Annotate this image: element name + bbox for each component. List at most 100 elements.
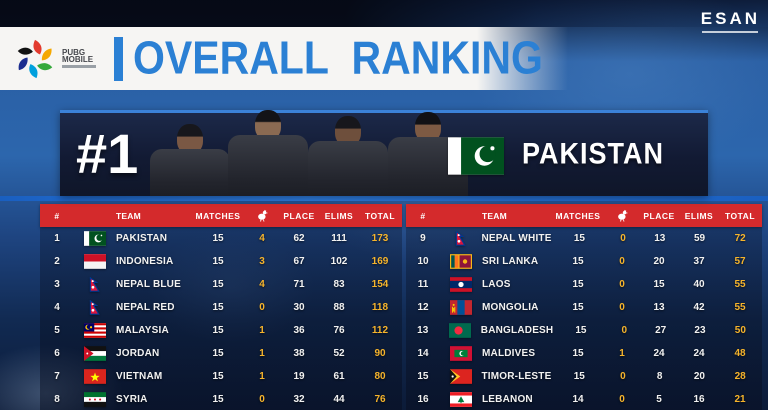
standings-row: 2 INDONESIA 15 3 67 102 169	[40, 250, 402, 273]
standings-row: 10 SRI LANKA 15 0 20 37 57	[406, 250, 762, 273]
elims-cell: 40	[693, 279, 705, 290]
total-cell: 28	[734, 371, 746, 382]
rank-cell: 3	[54, 279, 60, 290]
elims-cell: 102	[330, 256, 348, 267]
indonesia-flag-icon	[84, 254, 106, 269]
elims-cell: 16	[693, 394, 705, 405]
team-name: LAOS	[482, 279, 511, 290]
total-cell: 173	[371, 233, 389, 244]
team-name: MONGOLIA	[482, 302, 539, 313]
matches-cell: 15	[212, 233, 224, 244]
winner-team-name: PAKISTAN	[522, 137, 664, 171]
player-photo	[228, 110, 308, 196]
standings-row: 6 JORDAN 15 1 38 52 90	[40, 342, 402, 365]
standings-row: 9 NEPAL WHITE 15 0 13 59 72	[406, 227, 762, 250]
standings-row: 8 SYRIA 15 0 32 44 76	[40, 388, 402, 410]
elims-cell: 59	[693, 233, 706, 244]
esan-tagline-line	[702, 31, 759, 33]
matches-cell: 15	[573, 371, 585, 382]
card-underline-band	[0, 196, 768, 201]
total-cell: 76	[374, 394, 386, 405]
matches-cell: 15	[212, 256, 224, 267]
rank-cell: 5	[54, 325, 60, 336]
pinwheel-logo-icon	[17, 39, 53, 78]
elims-cell: 20	[693, 371, 705, 382]
wwcd-cell: 0	[619, 279, 625, 290]
wwcd-cell: 0	[620, 371, 626, 382]
team-name: PAKISTAN	[116, 233, 168, 244]
total-cell: 21	[734, 394, 746, 405]
col-matches: MATCHES	[555, 210, 601, 221]
place-cell: 67	[293, 256, 305, 267]
winner-card: #1 PAKISTAN	[60, 110, 708, 196]
place-cell: 30	[293, 302, 305, 313]
chicken-dinner-icon	[617, 209, 628, 222]
rank-cell: 6	[54, 348, 60, 359]
standings-table-right: # TEAM MATCHES PLACE ELIMS TOTAL 9 NEPAL…	[406, 204, 762, 410]
rank-cell: 4	[54, 302, 60, 313]
rank-cell: 14	[417, 348, 429, 359]
place-cell: 8	[656, 371, 663, 382]
col-elims: ELIMS	[324, 210, 354, 221]
maldives-flag-icon	[450, 346, 472, 361]
team-name: VIETNAM	[116, 371, 163, 382]
matches-cell: 15	[212, 394, 224, 405]
malaysia-flag-icon	[84, 323, 106, 338]
elims-cell: 42	[693, 302, 705, 313]
standings-row: 5 MALAYSIA 15 1 36 76 112	[40, 319, 402, 342]
winner-rank: #1	[76, 122, 139, 185]
col-matches: MATCHES	[195, 210, 241, 221]
place-cell: 71	[293, 279, 305, 290]
rank-cell: 13	[417, 325, 429, 336]
wwcd-cell: 4	[259, 279, 265, 290]
top-shade	[0, 0, 768, 27]
place-cell: 36	[293, 325, 305, 336]
col-total: TOTAL	[364, 210, 396, 221]
standings-row: 15 TIMOR-LESTE 15 0 8 20 28	[406, 365, 762, 388]
wwcd-cell: 0	[619, 302, 625, 313]
wwcd-cell: 0	[259, 302, 265, 313]
elims-cell: 76	[333, 325, 345, 336]
nepal-flag-icon	[84, 277, 106, 292]
col-place: PLACE	[283, 210, 315, 221]
team-name: MALDIVES	[482, 348, 536, 359]
title-separator-bar	[114, 36, 123, 81]
wwcd-cell: 1	[259, 371, 265, 382]
matches-cell: 15	[212, 348, 224, 359]
standings-row: 7 VIETNAM 15 1 19 61 80	[40, 365, 402, 388]
chicken-dinner-icon	[257, 209, 268, 222]
logo-subtitle-line	[62, 65, 96, 68]
nepal-flag-icon	[450, 231, 472, 246]
elims-cell: 44	[333, 394, 345, 405]
total-cell: 50	[734, 325, 746, 336]
total-cell: 112	[371, 325, 389, 336]
matches-cell: 15	[572, 279, 584, 290]
rank-cell: 1	[54, 233, 60, 244]
team-name: TIMOR-LESTE	[481, 371, 552, 382]
total-cell: 118	[371, 302, 389, 313]
place-cell: 20	[653, 256, 665, 267]
total-cell: 55	[734, 279, 746, 290]
rank-cell: 15	[417, 371, 429, 382]
standings-row: 3 NEPAL BLUE 15 4 71 83 154	[40, 273, 402, 296]
pubg-mobile-logo-text: PUBG MOBILE	[62, 49, 102, 68]
standings-row: 16 LEBANON 14 0 5 16 21	[406, 388, 762, 410]
laos-flag-icon	[450, 277, 472, 292]
pakistan-flag-icon	[84, 231, 106, 246]
place-cell: 62	[293, 233, 305, 244]
table-body-left: 1 PAKISTAN 15 4 62 111 173 2 INDONESIA 1…	[40, 227, 402, 410]
matches-cell: 15	[212, 325, 224, 336]
rank-cell: 9	[420, 233, 426, 244]
srilanka-flag-icon	[450, 254, 472, 269]
wwcd-cell: 0	[259, 394, 265, 405]
rank-cell: 10	[417, 256, 429, 267]
total-cell: 90	[374, 348, 386, 359]
total-cell: 72	[734, 233, 746, 244]
team-name: NEPAL WHITE	[481, 233, 552, 244]
syria-flag-icon	[84, 392, 106, 407]
matches-cell: 15	[572, 302, 584, 313]
matches-cell: 15	[572, 348, 584, 359]
matches-cell: 14	[572, 394, 584, 405]
team-name: BANGLADESH	[480, 325, 554, 336]
wwcd-cell: 0	[621, 325, 627, 336]
